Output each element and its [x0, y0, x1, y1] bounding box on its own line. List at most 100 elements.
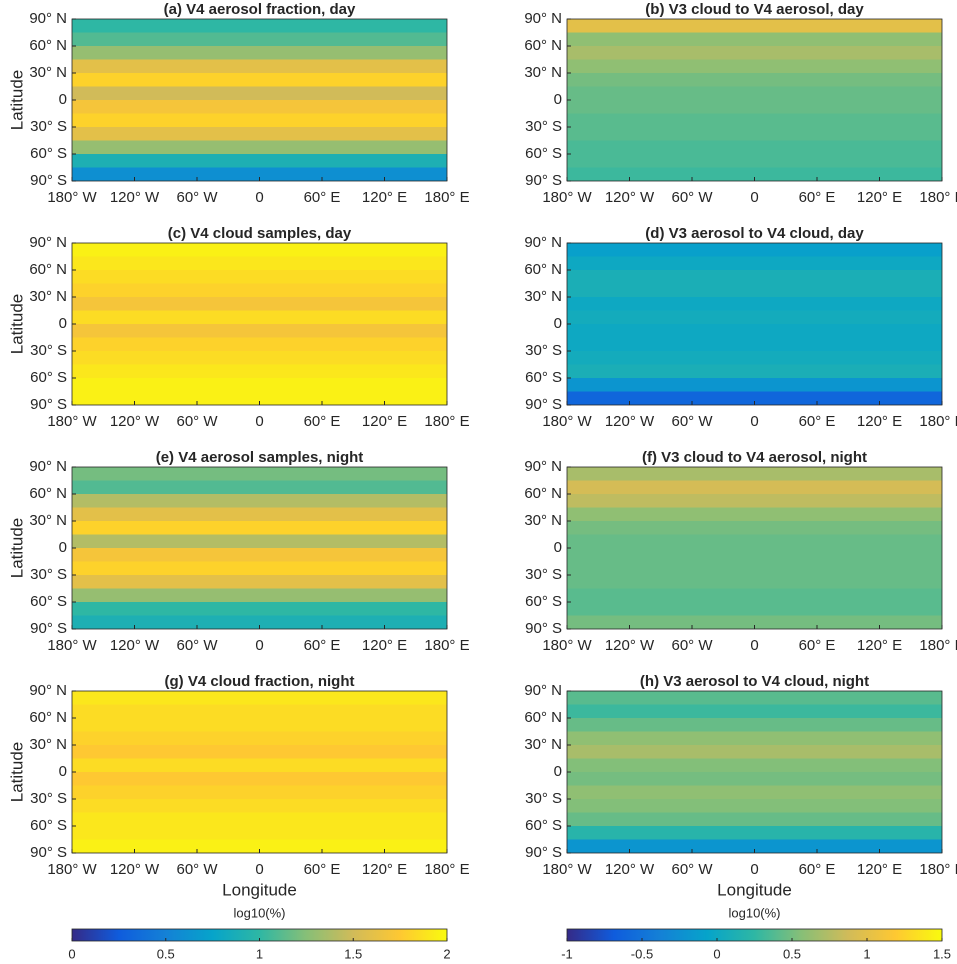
heat-cell: [567, 548, 942, 562]
heat-cell: [72, 113, 447, 127]
heat-cell: [72, 758, 447, 772]
heat-cell: [567, 19, 942, 33]
heat-cell: [72, 691, 447, 705]
y-tick-label: 60° N: [524, 709, 562, 726]
heat-cell: [567, 154, 942, 168]
heat-cell: [567, 351, 942, 365]
x-tick-label: 180° E: [424, 189, 469, 206]
y-tick-label: 30° N: [524, 736, 562, 753]
y-axis-label: Latitude: [7, 518, 26, 579]
heat-cell: [567, 59, 942, 73]
y-tick-label: 90° N: [29, 682, 67, 699]
colorbar-tick-label: -1: [561, 946, 573, 961]
x-tick-label: 0: [255, 413, 263, 430]
y-tick-label: 60° N: [524, 37, 562, 54]
colorbar-tick-label: 2: [443, 946, 450, 961]
heat-cell: [567, 494, 942, 508]
y-tick-label: 30° N: [29, 512, 67, 529]
x-tick-label: 60° E: [799, 861, 836, 878]
x-tick-label: 60° W: [176, 189, 218, 206]
x-tick-label: 120° W: [110, 861, 160, 878]
x-tick-label: 180° E: [919, 637, 957, 654]
heat-cell: [567, 812, 942, 826]
heat-cell: [72, 59, 447, 73]
y-tick-label: 90° S: [525, 172, 562, 189]
x-tick-label: 120° W: [110, 637, 160, 654]
heat-cell: [567, 588, 942, 602]
x-tick-label: 0: [750, 413, 758, 430]
heat-cell: [567, 772, 942, 786]
colorbar-tick-label: 0.5: [157, 946, 175, 961]
heat-cell: [72, 602, 447, 616]
x-tick-label: 120° E: [362, 637, 407, 654]
heat-cell: [567, 575, 942, 589]
heat-cell: [567, 297, 942, 311]
x-tick-label: 180° E: [424, 637, 469, 654]
heat-cell: [72, 826, 447, 840]
y-tick-label: 30° S: [525, 118, 562, 135]
y-tick-label: 60° S: [30, 145, 67, 162]
y-tick-label: 60° S: [525, 145, 562, 162]
heat-cell: [567, 324, 942, 338]
heat-cell: [567, 826, 942, 840]
y-tick-label: 0: [59, 315, 67, 332]
heat-cell: [72, 521, 447, 535]
x-tick-label: 60° E: [799, 637, 836, 654]
heat-cell: [567, 718, 942, 732]
colorbar-tick-label: -0.5: [631, 946, 653, 961]
heat-cell: [72, 745, 447, 759]
x-tick-label: 60° E: [304, 861, 341, 878]
x-tick-label: 180° W: [542, 861, 592, 878]
heat-cell: [567, 480, 942, 494]
heat-cell: [72, 812, 447, 826]
y-tick-label: 30° N: [524, 64, 562, 81]
y-tick-label: 60° S: [525, 593, 562, 610]
x-tick-label: 120° E: [857, 413, 902, 430]
x-tick-label: 180° E: [919, 413, 957, 430]
colorbar-label: log10(%): [233, 905, 285, 920]
y-tick-label: 30° S: [30, 118, 67, 135]
colorbar-tick-label: 1.5: [344, 946, 362, 961]
colorbar-tick-label: 0: [68, 946, 75, 961]
x-axis-label: Longitude: [222, 880, 297, 899]
heat-cell: [72, 704, 447, 718]
y-tick-label: 60° N: [524, 485, 562, 502]
heat-cell: [72, 270, 447, 284]
heat-cell: [567, 256, 942, 270]
y-tick-label: 60° S: [525, 817, 562, 834]
panel-title: (g) V4 cloud fraction, night: [165, 673, 355, 690]
x-tick-label: 60° E: [304, 637, 341, 654]
y-tick-label: 90° S: [30, 396, 67, 413]
panel-title: (e) V4 aerosol samples, night: [156, 449, 364, 466]
panel-title: (h) V3 aerosol to V4 cloud, night: [640, 673, 869, 690]
heat-cell: [72, 391, 447, 405]
y-tick-label: 0: [59, 763, 67, 780]
colorbar-tick-label: 1: [256, 946, 263, 961]
y-tick-label: 90° N: [524, 458, 562, 475]
x-tick-label: 120° E: [857, 189, 902, 206]
colorbar-label: log10(%): [728, 905, 780, 920]
heat-cell: [567, 243, 942, 257]
y-tick-label: 30° S: [525, 790, 562, 807]
heat-cell: [567, 467, 942, 481]
heat-cell: [72, 46, 447, 60]
heat-cell: [72, 86, 447, 100]
y-axis-label: Latitude: [7, 70, 26, 131]
heat-cell: [72, 378, 447, 392]
heat-cell: [567, 127, 942, 141]
x-tick-label: 60° W: [176, 413, 218, 430]
heat-cell: [567, 337, 942, 351]
heat-cell: [72, 561, 447, 575]
x-tick-label: 180° E: [919, 861, 957, 878]
y-tick-label: 30° S: [30, 566, 67, 583]
heat-cell: [72, 297, 447, 311]
x-tick-label: 120° W: [605, 861, 655, 878]
y-tick-label: 90° N: [524, 234, 562, 251]
panel-title: (f) V3 cloud to V4 aerosol, night: [642, 449, 867, 466]
heat-cell: [567, 283, 942, 297]
heat-cell: [72, 467, 447, 481]
panel-title: (d) V3 aerosol to V4 cloud, day: [645, 225, 864, 242]
y-tick-label: 60° N: [29, 261, 67, 278]
x-tick-label: 0: [255, 861, 263, 878]
